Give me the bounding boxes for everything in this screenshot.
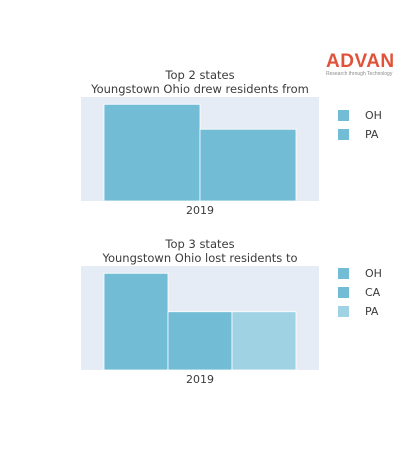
legend-label: OH — [365, 109, 382, 122]
chart-1-title-block: Top 2 states Youngstown Ohio drew reside… — [70, 68, 330, 96]
logo-wordmark: ADVAN — [326, 51, 395, 72]
legend-item[interactable]: CA — [338, 283, 382, 302]
chart-1-subtitle: Youngstown Ohio drew residents from — [91, 82, 309, 96]
legend-label: CA — [365, 286, 381, 299]
chart-2-title: Top 3 states — [165, 237, 235, 251]
legend-label: OH — [365, 267, 382, 280]
legend-swatch — [338, 306, 349, 317]
logo-tagline: Research through Technology — [326, 71, 393, 77]
chart-1-x-tick: 2019 — [186, 204, 214, 217]
legend-item[interactable]: PA — [338, 125, 382, 144]
legend-item[interactable]: PA — [338, 302, 382, 321]
legend-swatch — [338, 268, 349, 279]
chart-1-title: Top 2 states — [165, 68, 235, 82]
legend-swatch — [338, 110, 349, 121]
chart-2-x-tick: 2019 — [186, 373, 214, 386]
chart-2-legend: OH CA PA — [338, 264, 382, 321]
chart-2-plot-area — [81, 266, 319, 370]
bar-pa[interactable] — [231, 311, 297, 370]
chart-1-plot-area — [81, 97, 319, 201]
advan-logo: ADVAN Research through Technology — [326, 51, 395, 77]
legend-label: PA — [365, 128, 379, 141]
legend-item[interactable]: OH — [338, 106, 382, 125]
legend-item[interactable]: OH — [338, 264, 382, 283]
legend-swatch — [338, 287, 349, 298]
chart-2-svg — [103, 272, 297, 370]
chart-2-subtitle: Youngstown Ohio lost residents to — [102, 251, 298, 265]
chart-1-legend: OH PA — [338, 106, 382, 144]
bar-oh[interactable] — [103, 103, 201, 201]
chart-1-svg — [103, 103, 297, 201]
bar-ca[interactable] — [167, 311, 233, 370]
bar-pa[interactable] — [199, 128, 297, 201]
legend-swatch — [338, 129, 349, 140]
legend-label: PA — [365, 305, 379, 318]
chart-2-title-block: Top 3 states Youngstown Ohio lost reside… — [70, 237, 330, 265]
bar-oh[interactable] — [103, 272, 169, 370]
